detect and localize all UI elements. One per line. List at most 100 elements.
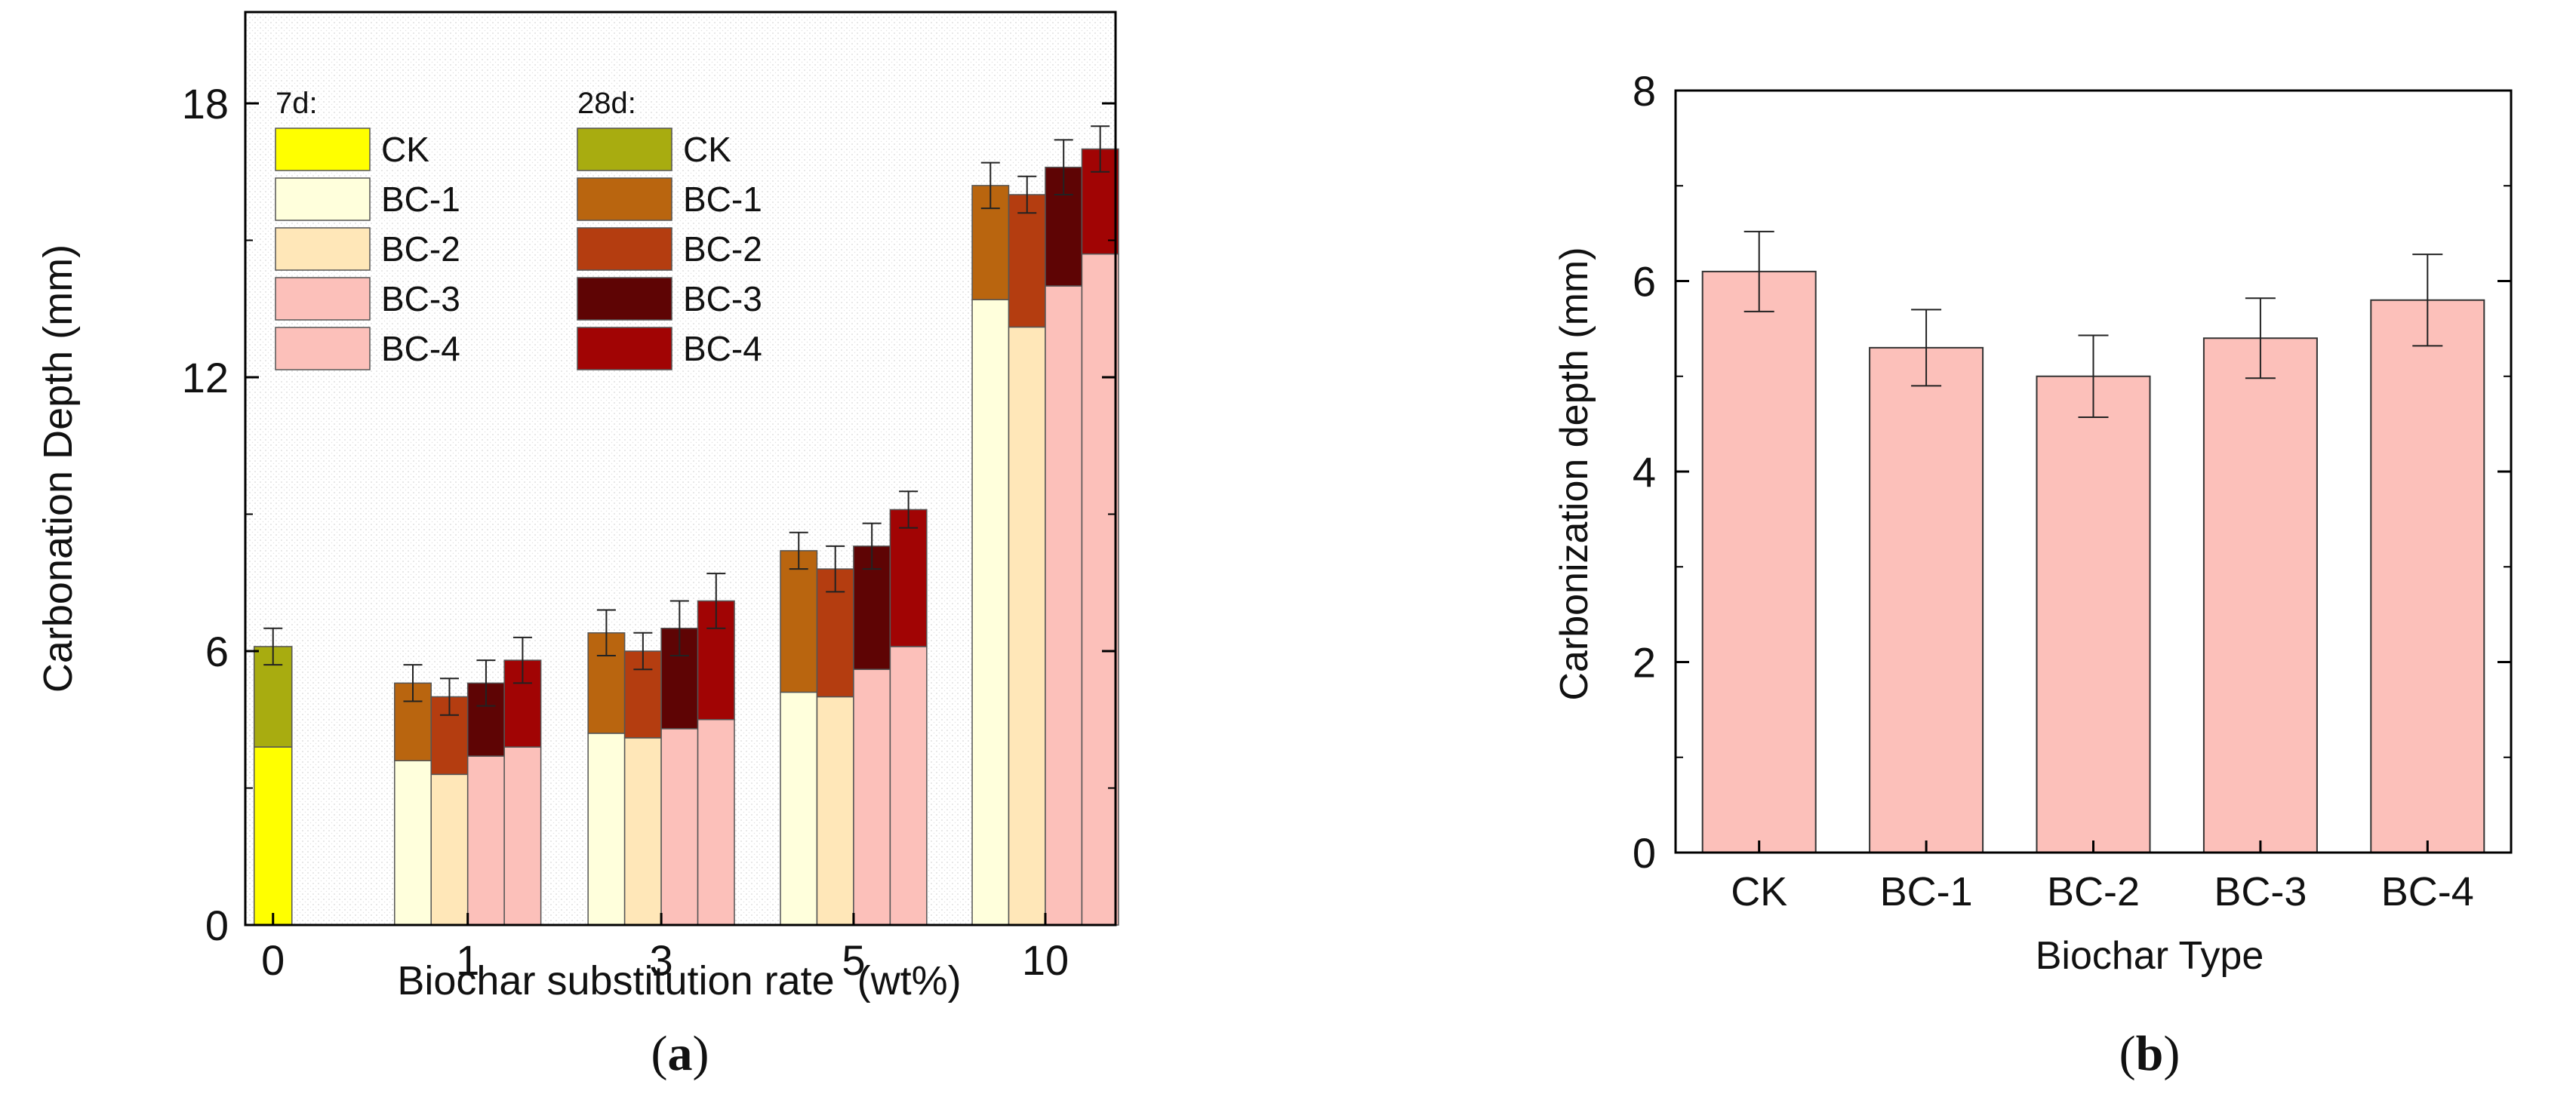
errorbar-bc-1-10 — [980, 161, 1000, 210]
bar-ck — [1701, 270, 1817, 853]
errorbar-bc-4-10 — [1091, 125, 1110, 173]
panel-a-axes: 0 6 12 18 0 1 3 5 10 — [182, 11, 1117, 984]
bar-bc-1 — [1869, 346, 1984, 853]
legend-28d-swatch-ck — [577, 128, 672, 171]
panel-b-axes: CK BC-1 BC-2 BC-3 BC-4 0 2 4 6 8 — [1633, 67, 2513, 914]
bar-7d-bc-1-10 — [971, 299, 1010, 926]
bar-7d-bc-3-1 — [466, 755, 505, 926]
errorbar-bc-2-5 — [826, 545, 845, 593]
bar-7d-bc-4-3 — [697, 719, 735, 926]
legend-28d-swatch-bc-4 — [577, 327, 672, 370]
errorbar-bc-1-5 — [789, 531, 808, 570]
errorbar-bc-3-10 — [1054, 139, 1073, 195]
bar-7d-bc-4-5 — [889, 646, 928, 926]
bar-7d-ck-0 — [253, 746, 293, 926]
panel-b-ytick-label: 2 — [1633, 639, 1656, 687]
panel-b-ytick-label: 4 — [1633, 448, 1656, 496]
bar-7d-bc-3-10 — [1045, 285, 1083, 926]
panel-b-xtick-label: BC-3 — [2214, 869, 2307, 914]
legend-28d-label-bc-4: BC-4 — [683, 329, 762, 368]
errorbar-bc-4-3 — [706, 573, 726, 629]
bar-bc-4 — [2370, 299, 2485, 853]
panel-a-xtick-label: 3 — [650, 936, 673, 984]
bar-7d-bc-1-1 — [394, 760, 432, 926]
bar-7d-bc-2-3 — [623, 737, 662, 926]
legend-28d-swatch-bc-2 — [577, 227, 672, 271]
panel-b-ytick-label: 0 — [1633, 829, 1656, 877]
legend-28d-label-bc-1: BC-1 — [683, 180, 762, 219]
errorbar-bc-3-5 — [862, 522, 882, 570]
panel-a-ytick-label: 12 — [182, 354, 229, 401]
errorbar-bc-1-3 — [596, 609, 616, 657]
panel-b-ylabel: Carbonization depth (mm) — [1553, 247, 1596, 700]
panel-a-ytick-label: 0 — [205, 902, 229, 949]
bar-7d-bc-1-5 — [780, 691, 818, 926]
legend-7d-label-bc-3: BC-3 — [381, 279, 460, 318]
errorbar-bc-2-3 — [633, 632, 653, 671]
bar-7d-bc-4-10 — [1081, 253, 1119, 926]
legend-7d-swatch-bc-2 — [275, 227, 371, 271]
panel-a-ytick-label: 18 — [182, 80, 229, 128]
bar-7d-bc-2-1 — [430, 773, 469, 926]
panel-a-xtick-label: 1 — [456, 936, 479, 984]
errorbar-bc-4-5 — [899, 490, 919, 529]
legend-7d-swatch-ck — [275, 128, 371, 171]
panel-b-ytick-label: 6 — [1633, 258, 1656, 306]
errorbar-bc-2-10 — [1017, 175, 1037, 214]
panel-b-xtick-label: BC-2 — [2047, 869, 2140, 914]
bar-7d-bc-3-5 — [853, 668, 891, 926]
panel-b-bars — [1701, 230, 2485, 853]
panel-b-xtick-label: BC-1 — [1880, 869, 1973, 914]
errorbar-bc-2 — [2078, 334, 2109, 419]
bar-28d-bc-1-5 — [780, 550, 818, 693]
legend-7d-label-ck: CK — [381, 130, 429, 169]
panel-a-xtick-label: 5 — [842, 936, 865, 984]
legend-28d-label-bc-3: BC-3 — [683, 279, 762, 318]
errorbar-bc-4 — [2412, 254, 2443, 347]
legend-28d-label-ck: CK — [683, 130, 731, 169]
bar-7d-bc-3-3 — [660, 728, 699, 926]
legend-7d-swatch-bc-1 — [275, 177, 371, 221]
errorbar-ck — [1743, 230, 1774, 312]
legend-7d-title: 7d: — [275, 87, 318, 120]
bar-7d-bc-4-1 — [503, 746, 542, 926]
errorbar-bc-1 — [1911, 309, 1942, 387]
bar-bc-2 — [2036, 375, 2151, 853]
panel-a-legend: 7d: 28d: CK CK BC-1 BC-1 BC-2 BC-2 BC-3 BC-3 BC-… — [275, 87, 762, 370]
errorbar-bc-2-1 — [439, 678, 459, 716]
legend-7d-swatch-bc-4 — [275, 327, 371, 370]
bar-28d-bc-4-5 — [889, 509, 928, 647]
legend-28d-swatch-bc-3 — [577, 277, 672, 321]
legend-28d-swatch-bc-1 — [577, 177, 672, 221]
panel-a-chart: 0 6 12 18 0 1 3 5 10 7d: 28d: CK CK BC-1 BC-1 BC-2 BC… — [35, 11, 1119, 1081]
panel-a-xtick-label: 0 — [261, 936, 285, 984]
bar-7d-bc-1-3 — [587, 733, 626, 926]
panel-a-bars — [253, 125, 1119, 926]
legend-28d-title: 28d: — [577, 87, 636, 120]
panel-a-xtick-label: 10 — [1022, 936, 1069, 984]
panel-b-xtick-label: BC-4 — [2381, 869, 2474, 914]
legend-7d-swatch-bc-3 — [275, 277, 371, 321]
panel-b-ytick-label: 8 — [1633, 67, 1656, 115]
panel-b-xlabel: Biochar Type — [2036, 934, 2264, 978]
errorbar-bc-3-1 — [476, 659, 496, 707]
panel-a-ylabel: Carbonation Depth (mm) — [35, 244, 81, 693]
legend-7d-label-bc-4: BC-4 — [381, 329, 460, 368]
legend-7d-label-bc-1: BC-1 — [381, 180, 460, 219]
legend-28d-label-bc-2: BC-2 — [683, 229, 762, 269]
panel-b-chart: CK BC-1 BC-2 BC-3 BC-4 0 2 4 6 8 Carbonization de… — [1553, 67, 2513, 1081]
errorbar-bc-4-1 — [512, 636, 532, 684]
bar-28d-bc-4-3 — [697, 600, 735, 721]
bar-28d-bc-2-10 — [1008, 194, 1046, 328]
panel-a-frame — [244, 11, 1117, 927]
bar-7d-bc-2-5 — [816, 696, 854, 926]
errorbar-bc-3 — [2245, 297, 2276, 380]
errorbar-ck-0 — [263, 627, 283, 666]
errorbar-bc-1-1 — [403, 664, 423, 702]
panel-b-xtick-label: CK — [1731, 869, 1787, 914]
legend-7d-label-bc-2: BC-2 — [381, 229, 460, 269]
bar-7d-bc-2-10 — [1008, 326, 1046, 926]
panel-a-caption: (a) — [651, 1026, 709, 1081]
errorbar-bc-3-3 — [669, 600, 689, 657]
